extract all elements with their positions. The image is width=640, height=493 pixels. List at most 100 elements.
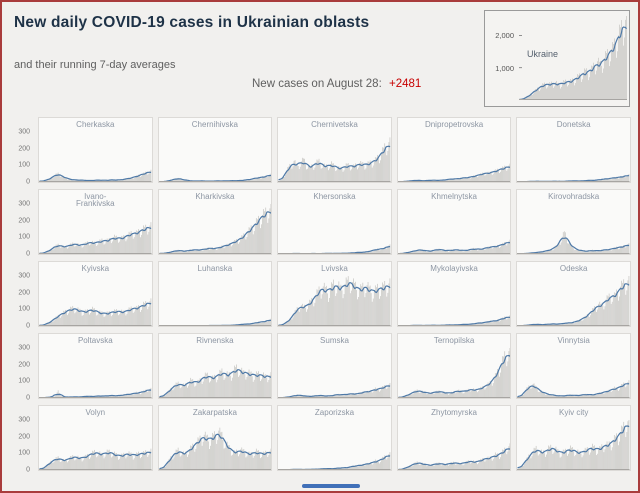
oblast-chart-lvivska: Lvivska — [277, 261, 392, 327]
oblast-chart-zaporizska: Zaporizska — [277, 405, 392, 471]
oblast-chart-cherkaska: Cherkaska — [38, 117, 153, 183]
row-y-axis: 300 200 100 0 — [9, 261, 33, 330]
oblast-label: Zakarpatska — [192, 408, 237, 417]
horizontal-scrollbar-thumb[interactable] — [302, 484, 360, 488]
oblast-chart-donetska: Donetska — [516, 117, 631, 183]
page-title: New daily COVID-19 cases in Ukrainian ob… — [14, 14, 370, 31]
chart-canvas — [39, 298, 152, 326]
oblast-label: Vinnytsia — [557, 336, 590, 345]
row-y-axis: 300 200 100 0 — [9, 117, 33, 186]
oblast-chart-zhytomyrska: Zhytomyrska — [396, 405, 512, 471]
chart-canvas — [278, 276, 391, 326]
oblast-chart-luhanska: Luhanska — [157, 261, 273, 327]
oblast-label: Rivnenska — [196, 336, 234, 345]
oblast-chart-dnipropetrovska: Dnipropetrovska — [396, 117, 512, 183]
chart-canvas — [39, 448, 152, 470]
oblast-chart-mykolayivska: Mykolayivska — [396, 261, 512, 327]
oblast-label: Zaporizska — [314, 408, 355, 417]
oblast-label: Khersonska — [313, 192, 356, 201]
y-tick-label: 0 — [26, 322, 30, 330]
oblast-label: Volyn — [85, 408, 106, 417]
oblast-chart-ternopilska: Ternopilska — [396, 333, 512, 399]
chart-canvas — [158, 427, 272, 470]
ukraine-overview-chart: 2,000 1,000 Ukraine — [484, 10, 630, 107]
row-y-axis: 300 200 100 0 — [9, 189, 33, 258]
oblast-label: Kirovohradska — [548, 192, 600, 201]
y-tick-label: 0 — [26, 394, 30, 402]
oblast-chart-zakarpatska: Zakarpatska — [157, 405, 273, 471]
chart-canvas — [517, 380, 630, 398]
oblast-label: Poltavska — [77, 336, 113, 345]
chart-canvas — [158, 173, 272, 182]
oblast-chart-kirovohradska: Kirovohradska — [516, 189, 631, 255]
oblast-chart-kyiv-city: Kyiv city — [516, 405, 631, 471]
y-tick-label: 200 — [18, 145, 30, 153]
oblast-chart-kyivska: Kyivska — [38, 261, 153, 327]
oblast-chart-khmelnytska: Khmelnytska — [396, 189, 512, 255]
new-cases-label: New cases on August 28: — [252, 78, 382, 90]
chart-canvas — [397, 315, 511, 326]
oblast-chart-khersonska: Khersonska — [277, 189, 392, 255]
y-tick-label: 100 — [18, 449, 30, 457]
chart-row: 300 200 100 0 Kyivska Luhanska Lvivska Mykolayi… — [9, 261, 631, 330]
row-y-axis: 300 200 100 0 — [9, 405, 33, 474]
y-tick-label: 200 — [18, 361, 30, 369]
y-tick-label: 200 — [18, 433, 30, 441]
y-tick-label: 0 — [26, 178, 30, 186]
y-tick-label: 300 — [18, 272, 30, 280]
chart-row: 300 200 100 0 Ivano- Frankivska Kharkivska Khe… — [9, 189, 631, 258]
chart-canvas — [158, 204, 272, 254]
oblast-label: Zhytomyrska — [431, 408, 477, 417]
oblast-chart-vinnytsia: Vinnytsia — [516, 333, 631, 399]
oblast-label: Mykolayivska — [430, 264, 478, 273]
chart-canvas — [278, 452, 391, 470]
chart-canvas — [278, 244, 391, 254]
oblast-chart-rivnenska: Rivnenska — [157, 333, 273, 399]
y-tick-label: 100 — [18, 233, 30, 241]
chart-canvas — [517, 276, 630, 326]
y-tick-label: 100 — [18, 161, 30, 169]
ukraine-y-tick: 1,000 — [495, 63, 514, 73]
oblast-chart-sumska: Sumska — [277, 333, 392, 399]
oblast-chart-chernihivska: Chernihivska — [157, 117, 273, 183]
oblast-chart-kharkivska: Kharkivska — [157, 189, 273, 255]
y-tick-label: 300 — [18, 344, 30, 352]
oblast-chart-volyn: Volyn — [38, 405, 153, 471]
oblast-chart-ivano-frankivska: Ivano- Frankivska — [38, 189, 153, 255]
oblast-label: Sumska — [320, 336, 349, 345]
oblast-label: Luhanska — [197, 264, 233, 273]
y-tick-label: 100 — [18, 377, 30, 385]
y-tick-label: 200 — [18, 217, 30, 225]
chart-canvas — [39, 387, 152, 398]
ukraine-chart-area — [519, 16, 627, 100]
row-y-axis: 300 200 100 0 — [9, 333, 33, 402]
oblast-label: Chernivetska — [311, 120, 358, 129]
chart-canvas — [397, 443, 511, 470]
y-tick-label: 100 — [18, 305, 30, 313]
chart-canvas — [39, 169, 152, 182]
chart-canvas — [517, 420, 630, 470]
oblast-label: Chernihivska — [191, 120, 239, 129]
chart-row: 300 200 100 0 Volyn Zakarpatska Zaporizska Zhyt… — [9, 405, 631, 474]
chart-canvas — [39, 222, 152, 254]
oblast-label: Dnipropetrovska — [424, 120, 484, 129]
y-tick-label: 300 — [18, 416, 30, 424]
chart-row: 300 200 100 0 Poltavska Rivnenska Sumska Ternop… — [9, 333, 631, 402]
oblast-label: Kyiv city — [559, 408, 589, 417]
ukraine-y-axis: 2,000 1,000 — [485, 16, 517, 100]
y-tick-label: 300 — [18, 128, 30, 136]
oblast-label: Ternopilska — [433, 336, 475, 345]
oblast-label: Khmelnytska — [431, 192, 477, 201]
chart-canvas — [519, 16, 627, 100]
new-cases-summary: New cases on August 28: +2481 — [252, 78, 421, 90]
chart-canvas — [278, 382, 391, 398]
oblast-label: Kharkivska — [195, 192, 235, 201]
ukraine-y-tick: 2,000 — [495, 31, 514, 41]
oblast-chart-poltavska: Poltavska — [38, 333, 153, 399]
chart-canvas — [158, 364, 272, 398]
chart-row: 300 200 100 0 Cherkaska Chernihivska Chernivet… — [9, 117, 631, 186]
y-tick-label: 200 — [18, 289, 30, 297]
small-multiples-grid: 300 200 100 0 Cherkaska Chernihivska Chernivet… — [9, 117, 631, 477]
chart-canvas — [397, 163, 511, 182]
